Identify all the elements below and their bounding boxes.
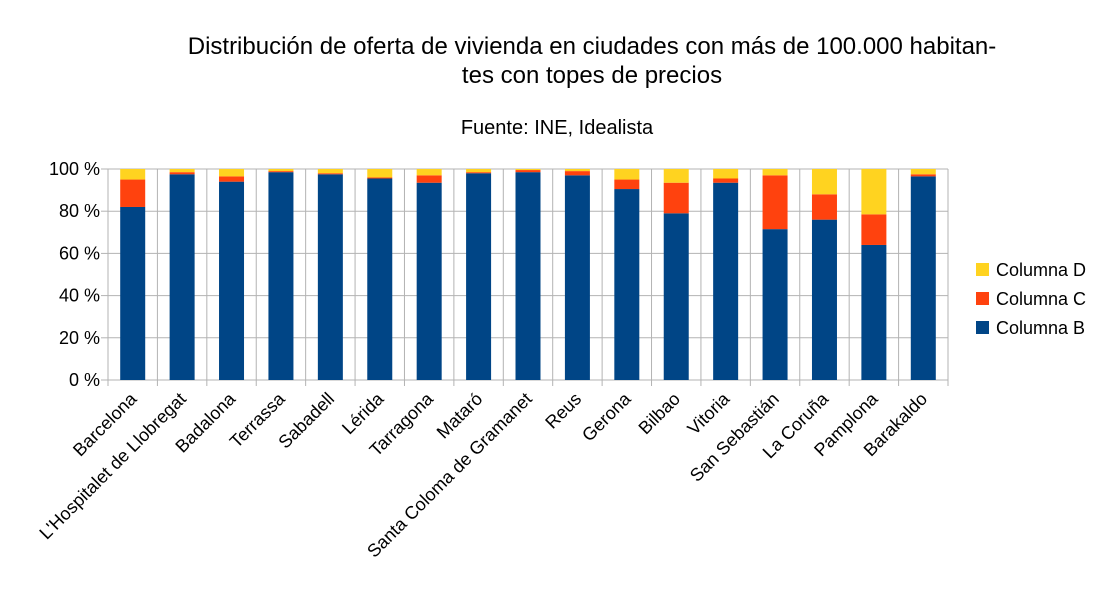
bar-columna-b: [811, 219, 837, 380]
bars: [120, 169, 936, 380]
bar-columna-c: [466, 172, 492, 174]
bar-columna-b: [515, 172, 541, 380]
bar-columna-c: [317, 173, 343, 175]
y-axis-ticks: 0 % 20 % 40 % 60 % 80 % 100 %: [49, 159, 100, 390]
bar-columna-d: [564, 169, 590, 172]
bar-columna-b: [614, 189, 640, 380]
bar-columna-b: [219, 181, 245, 380]
bar-columna-c: [861, 214, 887, 245]
bar-columna-d: [811, 169, 837, 195]
legend-swatch: [976, 263, 989, 276]
bar-columna-d: [120, 169, 146, 180]
bar-columna-c: [515, 170, 541, 173]
y-tick-label: 100 %: [49, 159, 100, 179]
bar-columna-b: [564, 175, 590, 380]
bar-columna-d: [268, 169, 294, 172]
x-tick-label: Bilbao: [635, 389, 685, 439]
bar-columna-d: [762, 169, 788, 176]
bar-columna-d: [614, 169, 640, 180]
bar-columna-c: [614, 179, 640, 190]
y-tick-label: 60 %: [59, 243, 100, 263]
bar-columna-d: [663, 169, 689, 183]
chart-title-line-2: tes con topes de precios: [462, 62, 722, 89]
bar-columna-d: [416, 169, 442, 176]
bar-columna-c: [663, 182, 689, 214]
bar-columna-d: [713, 169, 739, 179]
y-tick-label: 20 %: [59, 328, 100, 348]
bar-columna-c: [564, 171, 590, 176]
bar-columna-b: [120, 206, 146, 380]
legend-label: Columna C: [996, 289, 1086, 309]
bar-columna-b: [663, 213, 689, 380]
bar-columna-c: [762, 175, 788, 230]
bar-columna-b: [762, 229, 788, 380]
legend-swatch: [976, 321, 989, 334]
bar-columna-b: [713, 182, 739, 380]
bar-columna-b: [416, 182, 442, 380]
bar-columna-d: [466, 169, 492, 173]
bar-columna-b: [367, 178, 393, 380]
bar-columna-d: [910, 169, 936, 175]
bar-columna-c: [219, 176, 245, 182]
x-tick-label: Gerona: [578, 388, 635, 445]
bar-columna-c: [713, 178, 739, 183]
bar-columna-d: [367, 169, 393, 178]
bar-columna-c: [120, 179, 146, 207]
bar-columna-d: [219, 169, 245, 177]
bar-columna-d: [861, 169, 887, 215]
legend-swatch: [976, 292, 989, 305]
bar-columna-c: [268, 171, 294, 173]
bar-columna-b: [861, 244, 887, 380]
y-tick-label: 80 %: [59, 201, 100, 221]
bar-columna-c: [367, 177, 393, 179]
bar-columna-c: [910, 174, 936, 177]
bar-columna-b: [466, 173, 492, 380]
y-tick-label: 0 %: [69, 370, 100, 390]
x-tick-label: Reus: [541, 389, 585, 433]
chart-subtitle: Fuente: INE, Idealista: [461, 117, 654, 139]
bar-columna-c: [811, 194, 837, 220]
bar-columna-b: [317, 174, 343, 380]
bar-columna-c: [169, 172, 195, 175]
y-tick-label: 40 %: [59, 286, 100, 306]
bar-columna-b: [910, 176, 936, 380]
bar-columna-d: [515, 169, 541, 171]
legend-label: Columna B: [996, 318, 1085, 338]
bar-columna-b: [169, 174, 195, 380]
bar-columna-d: [317, 169, 343, 174]
bar-columna-c: [416, 175, 442, 183]
bar-columna-b: [268, 172, 294, 380]
legend-label: Columna D: [996, 260, 1086, 280]
chart-title-line-1: Distribución de oferta de vivienda en ci…: [188, 33, 997, 60]
legend: Columna D Columna C Columna B: [976, 260, 1086, 338]
bar-columna-d: [169, 169, 195, 173]
